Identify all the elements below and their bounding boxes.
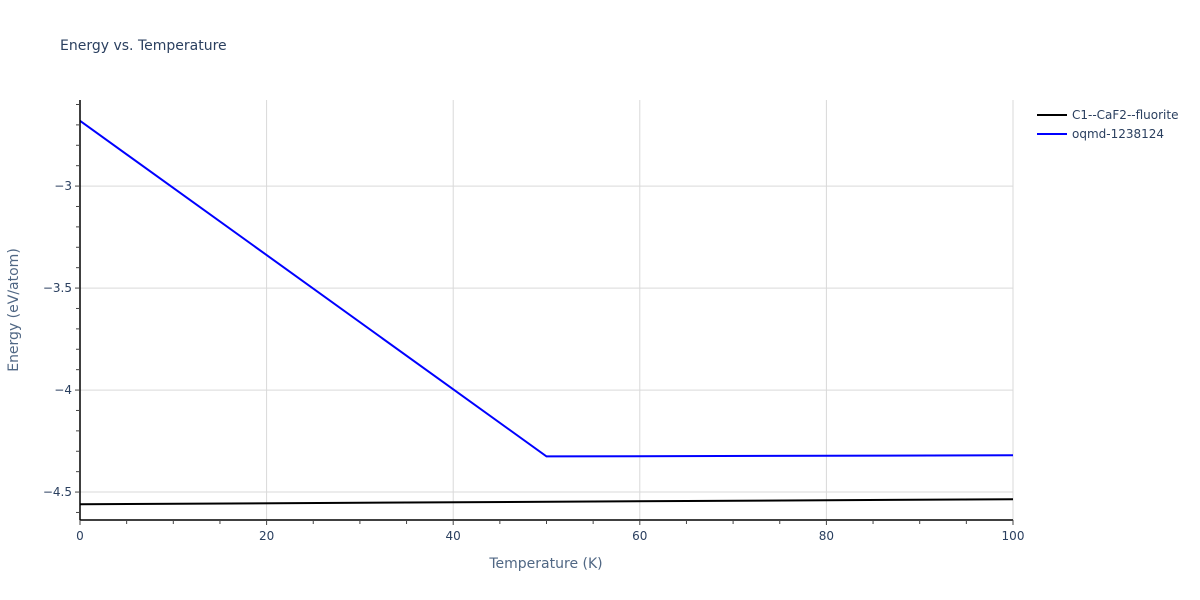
series-line-1[interactable] (79, 119, 1014, 458)
y-tick-label: −4 (54, 383, 72, 397)
legend-item-1[interactable]: oqmd-1238124 (1037, 127, 1164, 141)
y-tick-label: −3 (54, 179, 72, 193)
series-line-0[interactable] (79, 498, 1014, 506)
y-tick-label: −3.5 (43, 281, 72, 295)
x-tick-label: 0 (76, 529, 84, 543)
x-tick-label: 100 (1002, 529, 1025, 543)
legend-label: C1--CaF2--fluorite (1072, 108, 1178, 122)
x-tick-label: 40 (446, 529, 461, 543)
chart-title: Energy vs. Temperature (60, 38, 227, 54)
x-tick-label: 20 (259, 529, 274, 543)
plot-area[interactable] (79, 119, 1014, 506)
x-tick-label: 60 (632, 529, 647, 543)
y-tick-label: −4.5 (43, 485, 72, 499)
legend-label: oqmd-1238124 (1072, 127, 1164, 141)
axes: 0 20 40 60 80 100 −3 −3.5 −4 −4.5 (43, 100, 1025, 543)
x-tick-label: 80 (819, 529, 834, 543)
legend-item-0[interactable]: C1--CaF2--fluorite (1037, 108, 1178, 122)
y-axis-title: Energy (eV/atom) (6, 248, 22, 372)
gridlines (80, 100, 1014, 520)
x-axis-title: Temperature (K) (488, 556, 602, 572)
legend[interactable]: C1--CaF2--fluorite oqmd-1238124 (1037, 108, 1178, 141)
